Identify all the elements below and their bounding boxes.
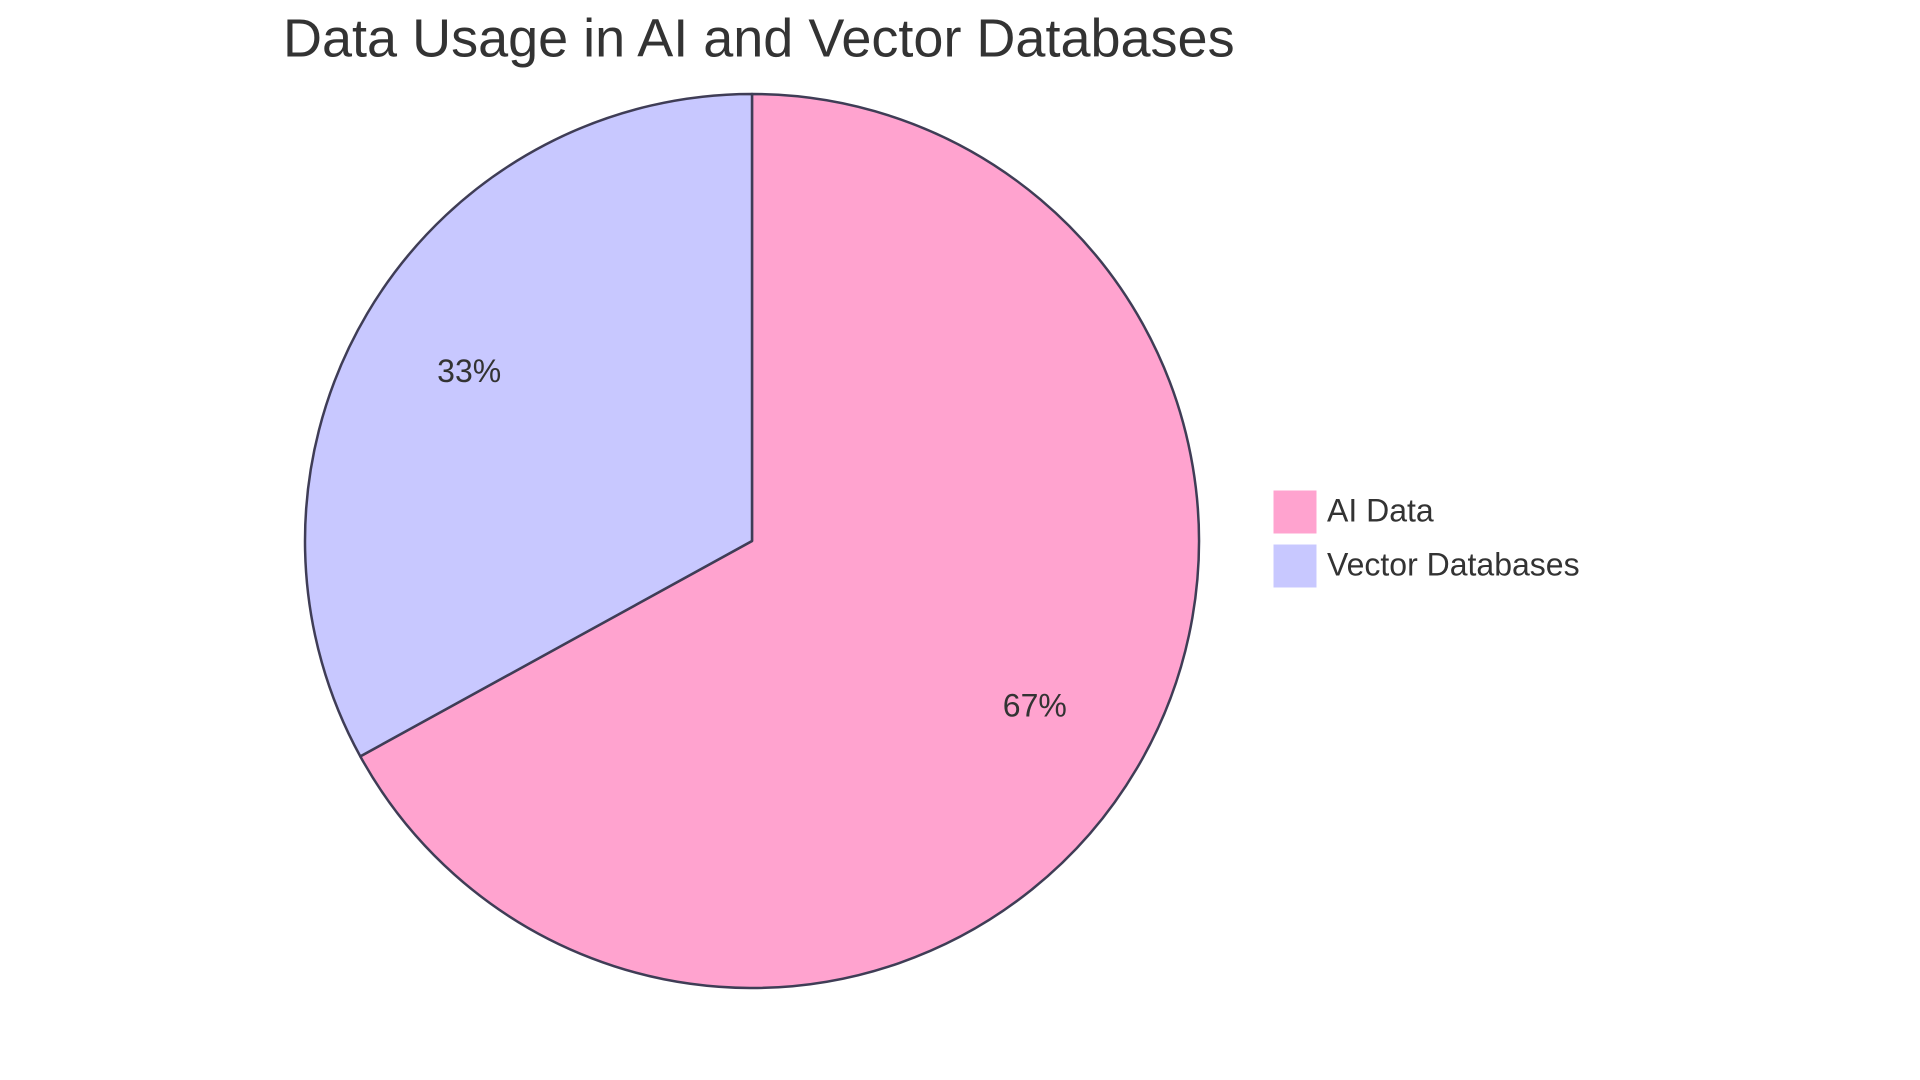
legend-label: AI Data bbox=[1327, 492, 1434, 528]
legend-label: Vector Databases bbox=[1327, 546, 1580, 582]
legend-swatch bbox=[1272, 489, 1318, 535]
pie-slice bbox=[303, 92, 754, 758]
chart-title: Data Usage in AI and Vector Databases bbox=[283, 8, 1235, 68]
slice-label: 33% bbox=[437, 353, 501, 389]
slice-label: 67% bbox=[1003, 688, 1067, 724]
legend-swatch bbox=[1272, 543, 1318, 589]
pie-slice bbox=[359, 92, 1201, 990]
